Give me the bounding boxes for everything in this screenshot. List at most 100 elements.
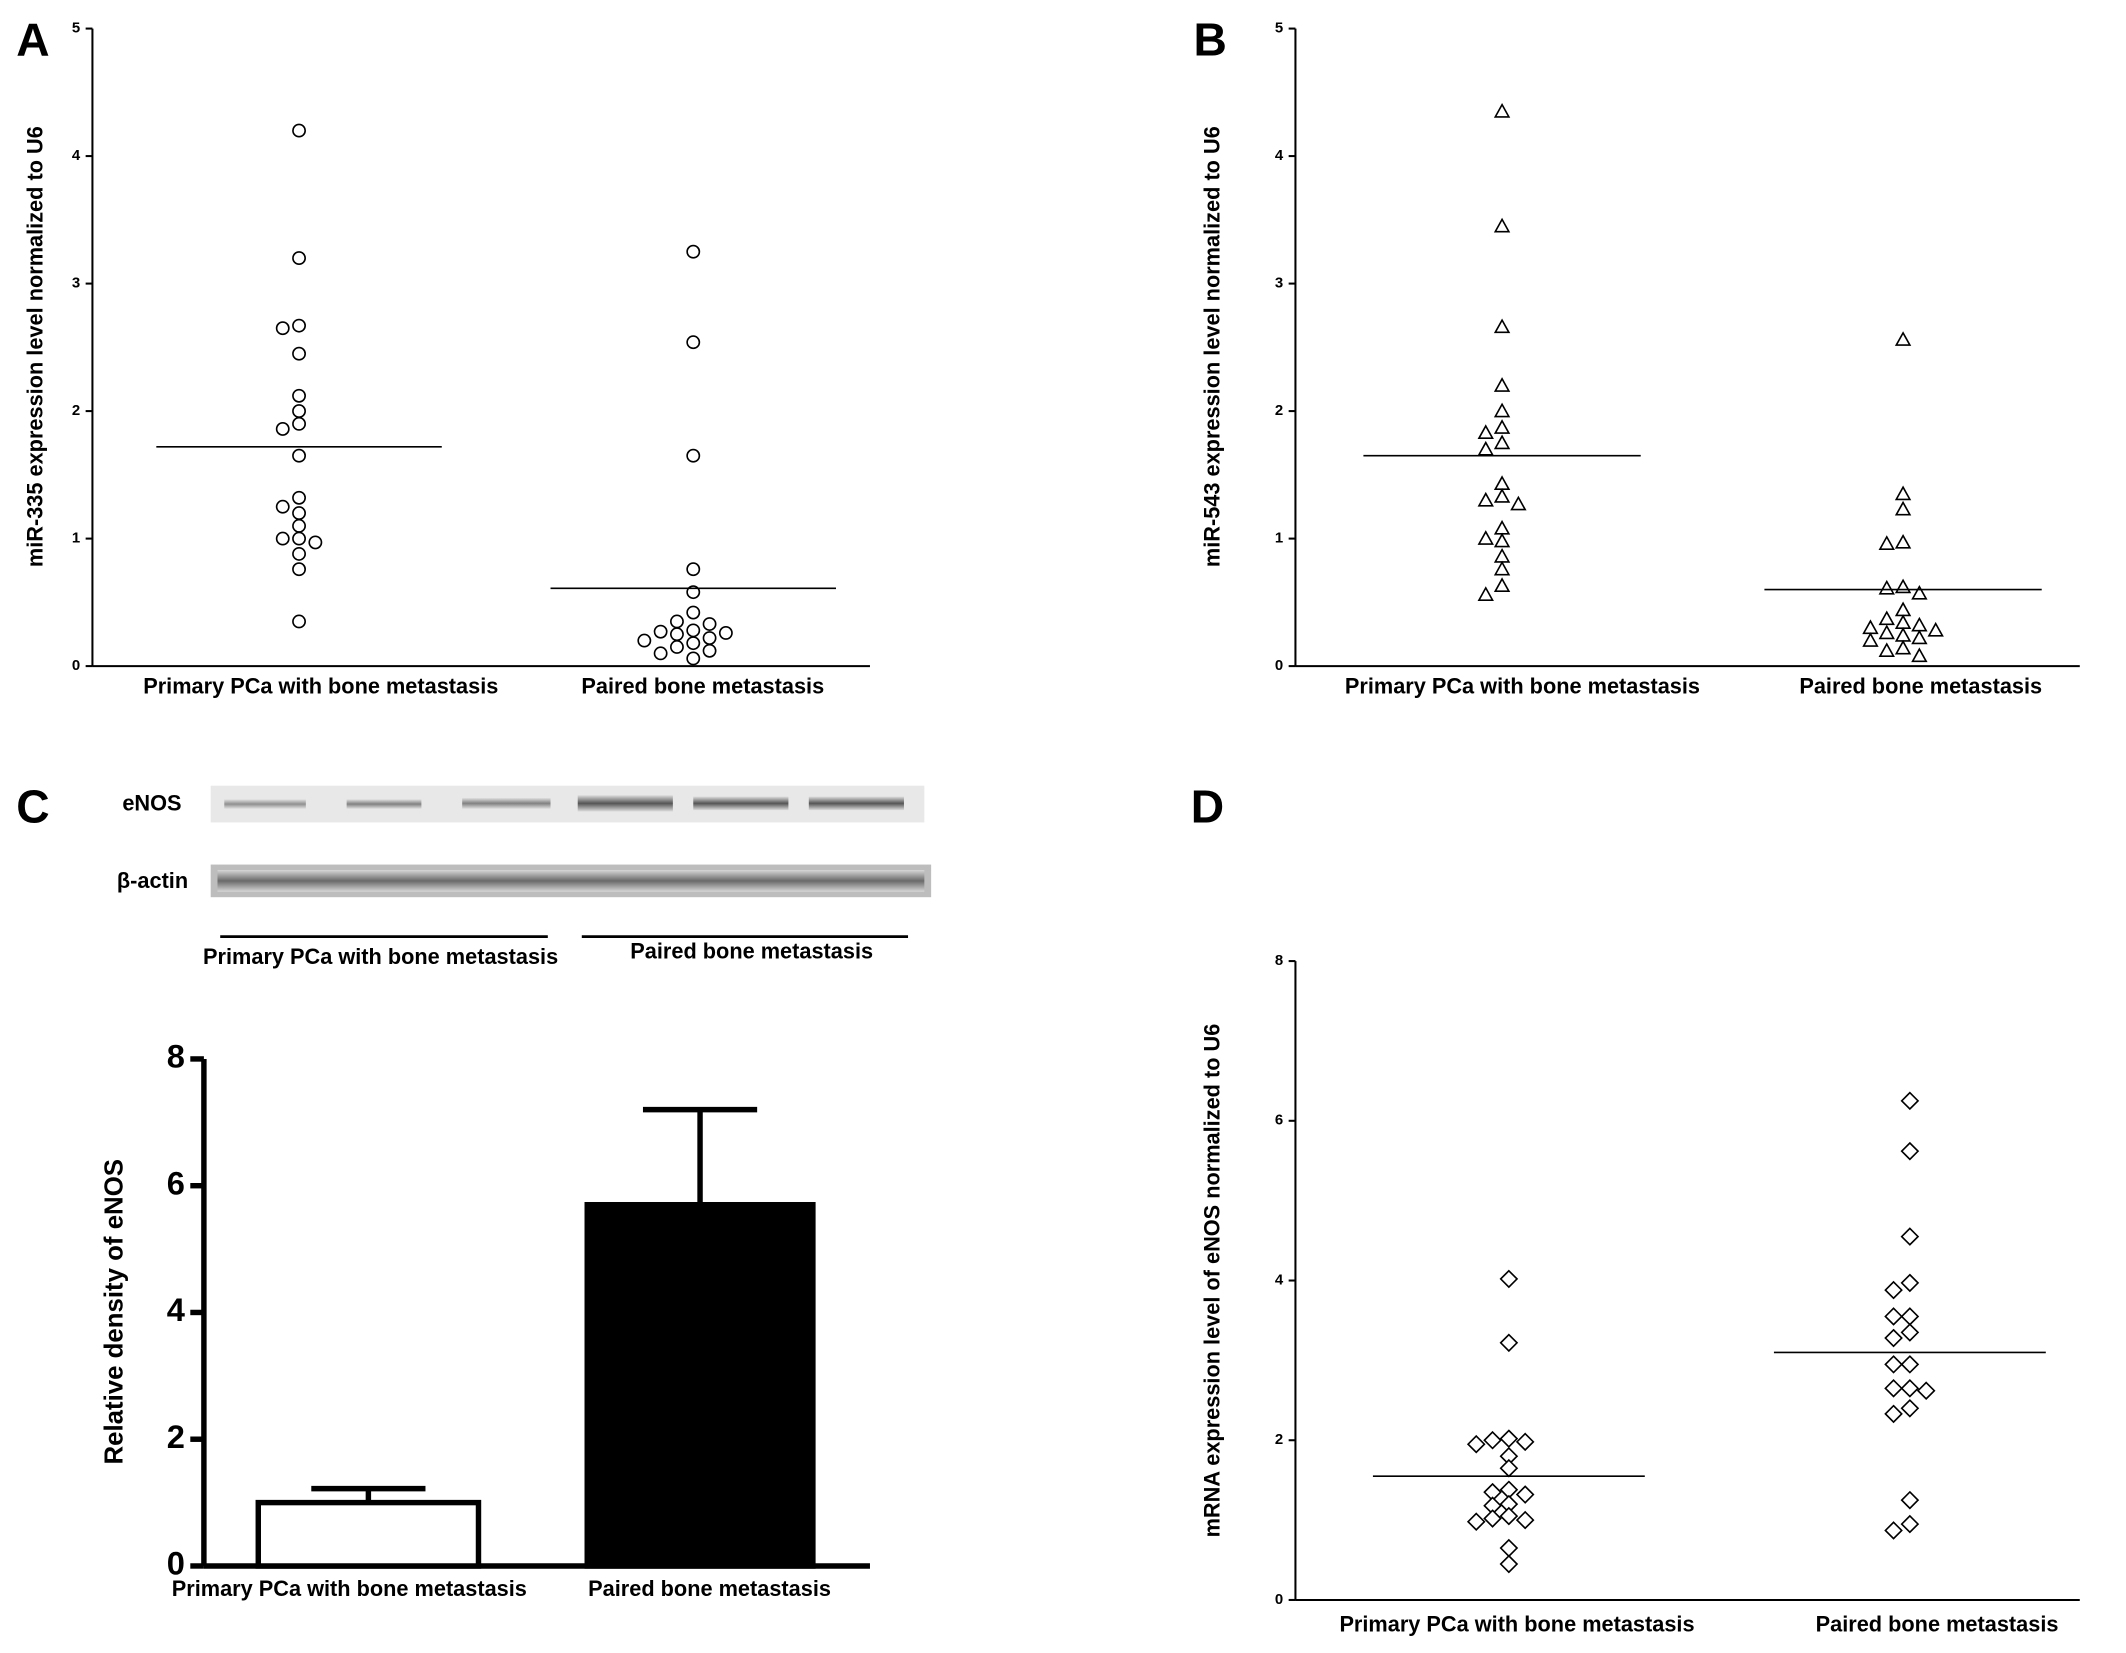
point [1466, 1434, 1486, 1454]
point [275, 321, 290, 336]
y-tick-label: 0 [1275, 1591, 1283, 1608]
y-tick-label: 6 [167, 1164, 185, 1201]
point [1894, 614, 1912, 629]
panel-letter: A [16, 14, 49, 66]
y-tick-label: 2 [1275, 1431, 1283, 1448]
point [1900, 1273, 1920, 1293]
point [292, 506, 306, 521]
point [1900, 1141, 1920, 1161]
blot-strip [210, 785, 925, 823]
point [653, 624, 668, 639]
blot-band [462, 797, 551, 809]
blot-group-label: Paired bone metastasis [630, 939, 873, 964]
point [1884, 1280, 1903, 1300]
point [1900, 1490, 1920, 1510]
y-axis-label: miR-335 expression level normalized to U… [22, 126, 47, 567]
point [1927, 621, 1944, 637]
point [1878, 642, 1895, 658]
point [292, 518, 306, 533]
y-tick-label: 2 [72, 402, 80, 419]
point [1493, 402, 1511, 418]
x-tick-label: Paired bone metastasis [1799, 674, 2042, 699]
point [1499, 1506, 1519, 1526]
point [1916, 1381, 1936, 1401]
point [1878, 610, 1895, 626]
point [1884, 1328, 1903, 1348]
y-tick-label: 1 [1275, 530, 1283, 547]
point [686, 636, 701, 651]
point [702, 643, 717, 658]
point [1493, 217, 1511, 233]
point [292, 562, 306, 577]
point [1894, 485, 1912, 501]
point [1499, 1538, 1519, 1558]
point [1878, 535, 1895, 550]
panel-letter: D [1191, 780, 1224, 832]
point [1900, 1514, 1920, 1534]
y-tick-label: 4 [1275, 1271, 1284, 1288]
y-tick-label: 4 [72, 147, 81, 164]
y-tick-label: 0 [1275, 657, 1283, 674]
point [1499, 1554, 1519, 1574]
blot-band [224, 799, 306, 809]
y-axis-label: Relative density of eNOS [100, 1159, 128, 1465]
point [1477, 530, 1494, 545]
blot-band [577, 795, 673, 812]
point [1493, 560, 1511, 576]
blot-label: β-actin [117, 868, 188, 893]
blot-label: eNOS [122, 791, 181, 816]
point [1493, 102, 1511, 118]
y-tick-label: 2 [167, 1418, 185, 1455]
point [1493, 377, 1511, 392]
y-tick-label: 8 [1275, 952, 1283, 969]
point [1884, 1379, 1903, 1398]
point [1510, 495, 1527, 511]
y-axis-label: miR-543 expression level normalized to U… [1200, 126, 1225, 567]
point [292, 318, 306, 333]
x-tick-label: Primary PCa with bone metastasis [143, 674, 498, 699]
point [1477, 424, 1494, 440]
point [1884, 1521, 1903, 1540]
point [275, 531, 290, 546]
y-tick-label: 6 [1275, 1112, 1283, 1129]
point [1900, 1398, 1920, 1418]
point [292, 416, 306, 431]
point [702, 631, 717, 645]
point [653, 646, 668, 661]
point [1466, 1512, 1486, 1532]
point [686, 335, 701, 350]
x-tick-label: Primary PCa with bone metastasis [1339, 1612, 1694, 1637]
y-axis-label: mRNA expression level of eNOS normalized… [1200, 1024, 1225, 1538]
x-tick-label: Primary PCa with bone metastasis [172, 1576, 527, 1601]
point [275, 499, 290, 514]
point [1900, 1227, 1920, 1246]
x-tick-label: Paired bone metastasis [581, 674, 824, 699]
point [1878, 579, 1895, 595]
point [1493, 419, 1511, 434]
y-tick-label: 3 [1275, 275, 1283, 292]
point [670, 627, 684, 642]
y-tick-label: 0 [167, 1545, 185, 1582]
point [686, 623, 701, 638]
y-tick-label: 0 [72, 657, 80, 674]
point [292, 614, 306, 629]
point [292, 448, 306, 463]
point [275, 422, 290, 436]
point [1894, 627, 1912, 642]
point [1477, 491, 1494, 507]
x-tick-label: Paired bone metastasis [1816, 1612, 2059, 1637]
point [292, 546, 306, 561]
point [1499, 1429, 1519, 1448]
point [1900, 1323, 1920, 1342]
point [1499, 1269, 1519, 1289]
y-tick-label: 8 [167, 1038, 185, 1075]
point [1499, 1333, 1519, 1353]
point [1477, 586, 1494, 601]
point [1900, 1091, 1920, 1111]
point [1884, 1355, 1903, 1374]
point [1493, 532, 1511, 548]
point [292, 388, 306, 403]
y-tick-label: 4 [1275, 147, 1284, 164]
point [1884, 1307, 1903, 1326]
point [292, 404, 306, 419]
